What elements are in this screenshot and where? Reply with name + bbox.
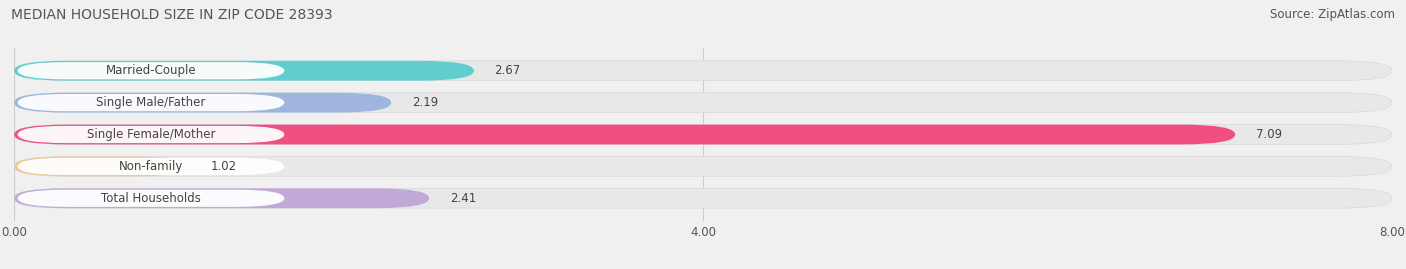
FancyBboxPatch shape: [14, 157, 1392, 176]
Text: Single Male/Father: Single Male/Father: [96, 96, 205, 109]
Text: Married-Couple: Married-Couple: [105, 64, 197, 77]
FancyBboxPatch shape: [14, 61, 474, 81]
Text: Source: ZipAtlas.com: Source: ZipAtlas.com: [1270, 8, 1395, 21]
FancyBboxPatch shape: [14, 125, 1392, 144]
FancyBboxPatch shape: [17, 94, 284, 111]
FancyBboxPatch shape: [17, 126, 284, 143]
Text: 2.67: 2.67: [495, 64, 520, 77]
Text: 2.19: 2.19: [412, 96, 439, 109]
FancyBboxPatch shape: [17, 190, 284, 207]
FancyBboxPatch shape: [14, 188, 429, 208]
FancyBboxPatch shape: [14, 93, 391, 112]
FancyBboxPatch shape: [14, 157, 190, 176]
Text: Non-family: Non-family: [118, 160, 183, 173]
Text: 2.41: 2.41: [450, 192, 477, 205]
Text: MEDIAN HOUSEHOLD SIZE IN ZIP CODE 28393: MEDIAN HOUSEHOLD SIZE IN ZIP CODE 28393: [11, 8, 333, 22]
Text: Single Female/Mother: Single Female/Mother: [87, 128, 215, 141]
FancyBboxPatch shape: [14, 125, 1236, 144]
FancyBboxPatch shape: [17, 62, 284, 79]
Text: 7.09: 7.09: [1256, 128, 1282, 141]
FancyBboxPatch shape: [14, 93, 1392, 112]
Text: 1.02: 1.02: [211, 160, 236, 173]
FancyBboxPatch shape: [14, 61, 1392, 81]
Text: Total Households: Total Households: [101, 192, 201, 205]
FancyBboxPatch shape: [17, 158, 284, 175]
FancyBboxPatch shape: [14, 188, 1392, 208]
